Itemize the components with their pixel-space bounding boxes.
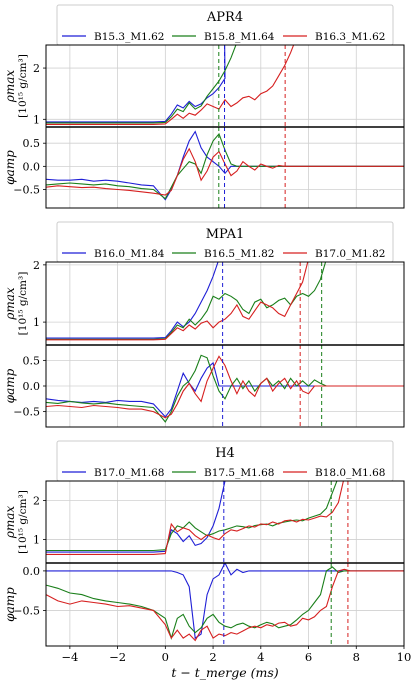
x-tick-label: 8 — [353, 650, 360, 664]
axes-frame — [45, 261, 405, 346]
legend-label: B17.0_M1.82 — [315, 248, 385, 260]
x-tick-label: 10 — [397, 650, 412, 664]
y-axis-label: φamp — [3, 150, 17, 185]
y-tick-label: −0.5 — [13, 604, 40, 617]
series-line — [46, 566, 404, 640]
series-line — [46, 262, 309, 341]
series-line — [46, 361, 404, 418]
y-axis-label: ρmax — [3, 506, 17, 540]
legend-label: B15.8_M1.64 — [204, 31, 275, 43]
y-axis-unit: [10¹⁵ g/cm³] — [17, 54, 29, 118]
y-tick-label: 1 — [33, 534, 40, 547]
x-tick-label: −2 — [109, 650, 126, 664]
y-axis-label: ρmax — [3, 70, 17, 104]
series-line — [46, 563, 404, 640]
y-tick-label: −0.5 — [13, 406, 40, 419]
y-axis-label: ρmax — [3, 287, 17, 321]
panel-mpa1: MPA1 B16.0_M1.84 B16.5_M1.82 B17.0_M1.82 1 2 ρ… — [3, 221, 405, 428]
series-line — [46, 45, 226, 123]
x-tick-label: 4 — [257, 650, 264, 664]
legend-label: B17.0_M1.68 — [94, 467, 164, 479]
axes-frame — [45, 126, 405, 209]
y-tick-label: 0.5 — [23, 137, 41, 150]
y-axis-label: φamp — [3, 587, 17, 622]
x-tick-label: 6 — [305, 650, 312, 664]
panel-title: MPA1 — [206, 227, 245, 242]
y-axis-label: φamp — [3, 368, 17, 403]
panel-title: H4 — [215, 446, 235, 461]
series-line — [46, 481, 344, 555]
x-axis-label: t − t_merge (ms) — [171, 665, 278, 680]
legend-label: B16.0_M1.84 — [94, 248, 165, 260]
y-tick-label: −0.5 — [13, 183, 40, 196]
y-tick-label: 0.0 — [23, 160, 41, 173]
series-line — [46, 355, 404, 419]
y-tick-label: 1 — [33, 113, 40, 126]
y-axis-unit: [10¹⁵ g/cm³] — [17, 272, 29, 336]
y-tick-label: 1 — [33, 316, 40, 329]
legend-label: B15.3_M1.62 — [94, 31, 164, 43]
y-tick-label: 0.0 — [23, 565, 41, 578]
legend-label: B16.3_M1.62 — [315, 31, 385, 43]
x-tick-label: 0 — [162, 650, 169, 664]
y-tick-label: 2 — [33, 495, 40, 508]
panel-title: APR4 — [206, 10, 243, 25]
legend-label: B18.0_M1.68 — [315, 467, 385, 479]
legend-label: B16.5_M1.82 — [204, 248, 274, 260]
panel-apr4: APR4 B15.3_M1.62 B15.8_M1.64 B16.3_M1.62 1 2 ρ… — [3, 4, 405, 209]
series-line — [46, 45, 237, 124]
x-tick-label: −4 — [61, 650, 78, 664]
series-line — [46, 568, 404, 642]
y-tick-label: 2 — [33, 259, 40, 272]
series-line — [46, 147, 404, 196]
series-line — [46, 262, 219, 339]
x-tick-label: 2 — [209, 650, 216, 664]
axes-frame — [45, 562, 405, 647]
y-tick-label: 0.5 — [23, 354, 41, 367]
panel-h4: H4 B17.0_M1.68 B17.5_M1.68 B18.0_M1.68 1 2 ρma… — [3, 440, 405, 647]
series-line — [46, 45, 295, 125]
y-tick-label: 2 — [33, 62, 40, 75]
y-axis-unit: [10¹⁵ g/cm³] — [17, 490, 29, 554]
legend-label: B17.5_M1.68 — [204, 467, 274, 479]
y-tick-label: 0.0 — [23, 380, 41, 393]
